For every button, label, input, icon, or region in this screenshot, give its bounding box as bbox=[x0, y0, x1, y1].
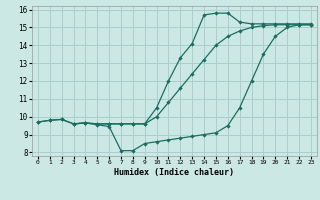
X-axis label: Humidex (Indice chaleur): Humidex (Indice chaleur) bbox=[115, 168, 234, 177]
